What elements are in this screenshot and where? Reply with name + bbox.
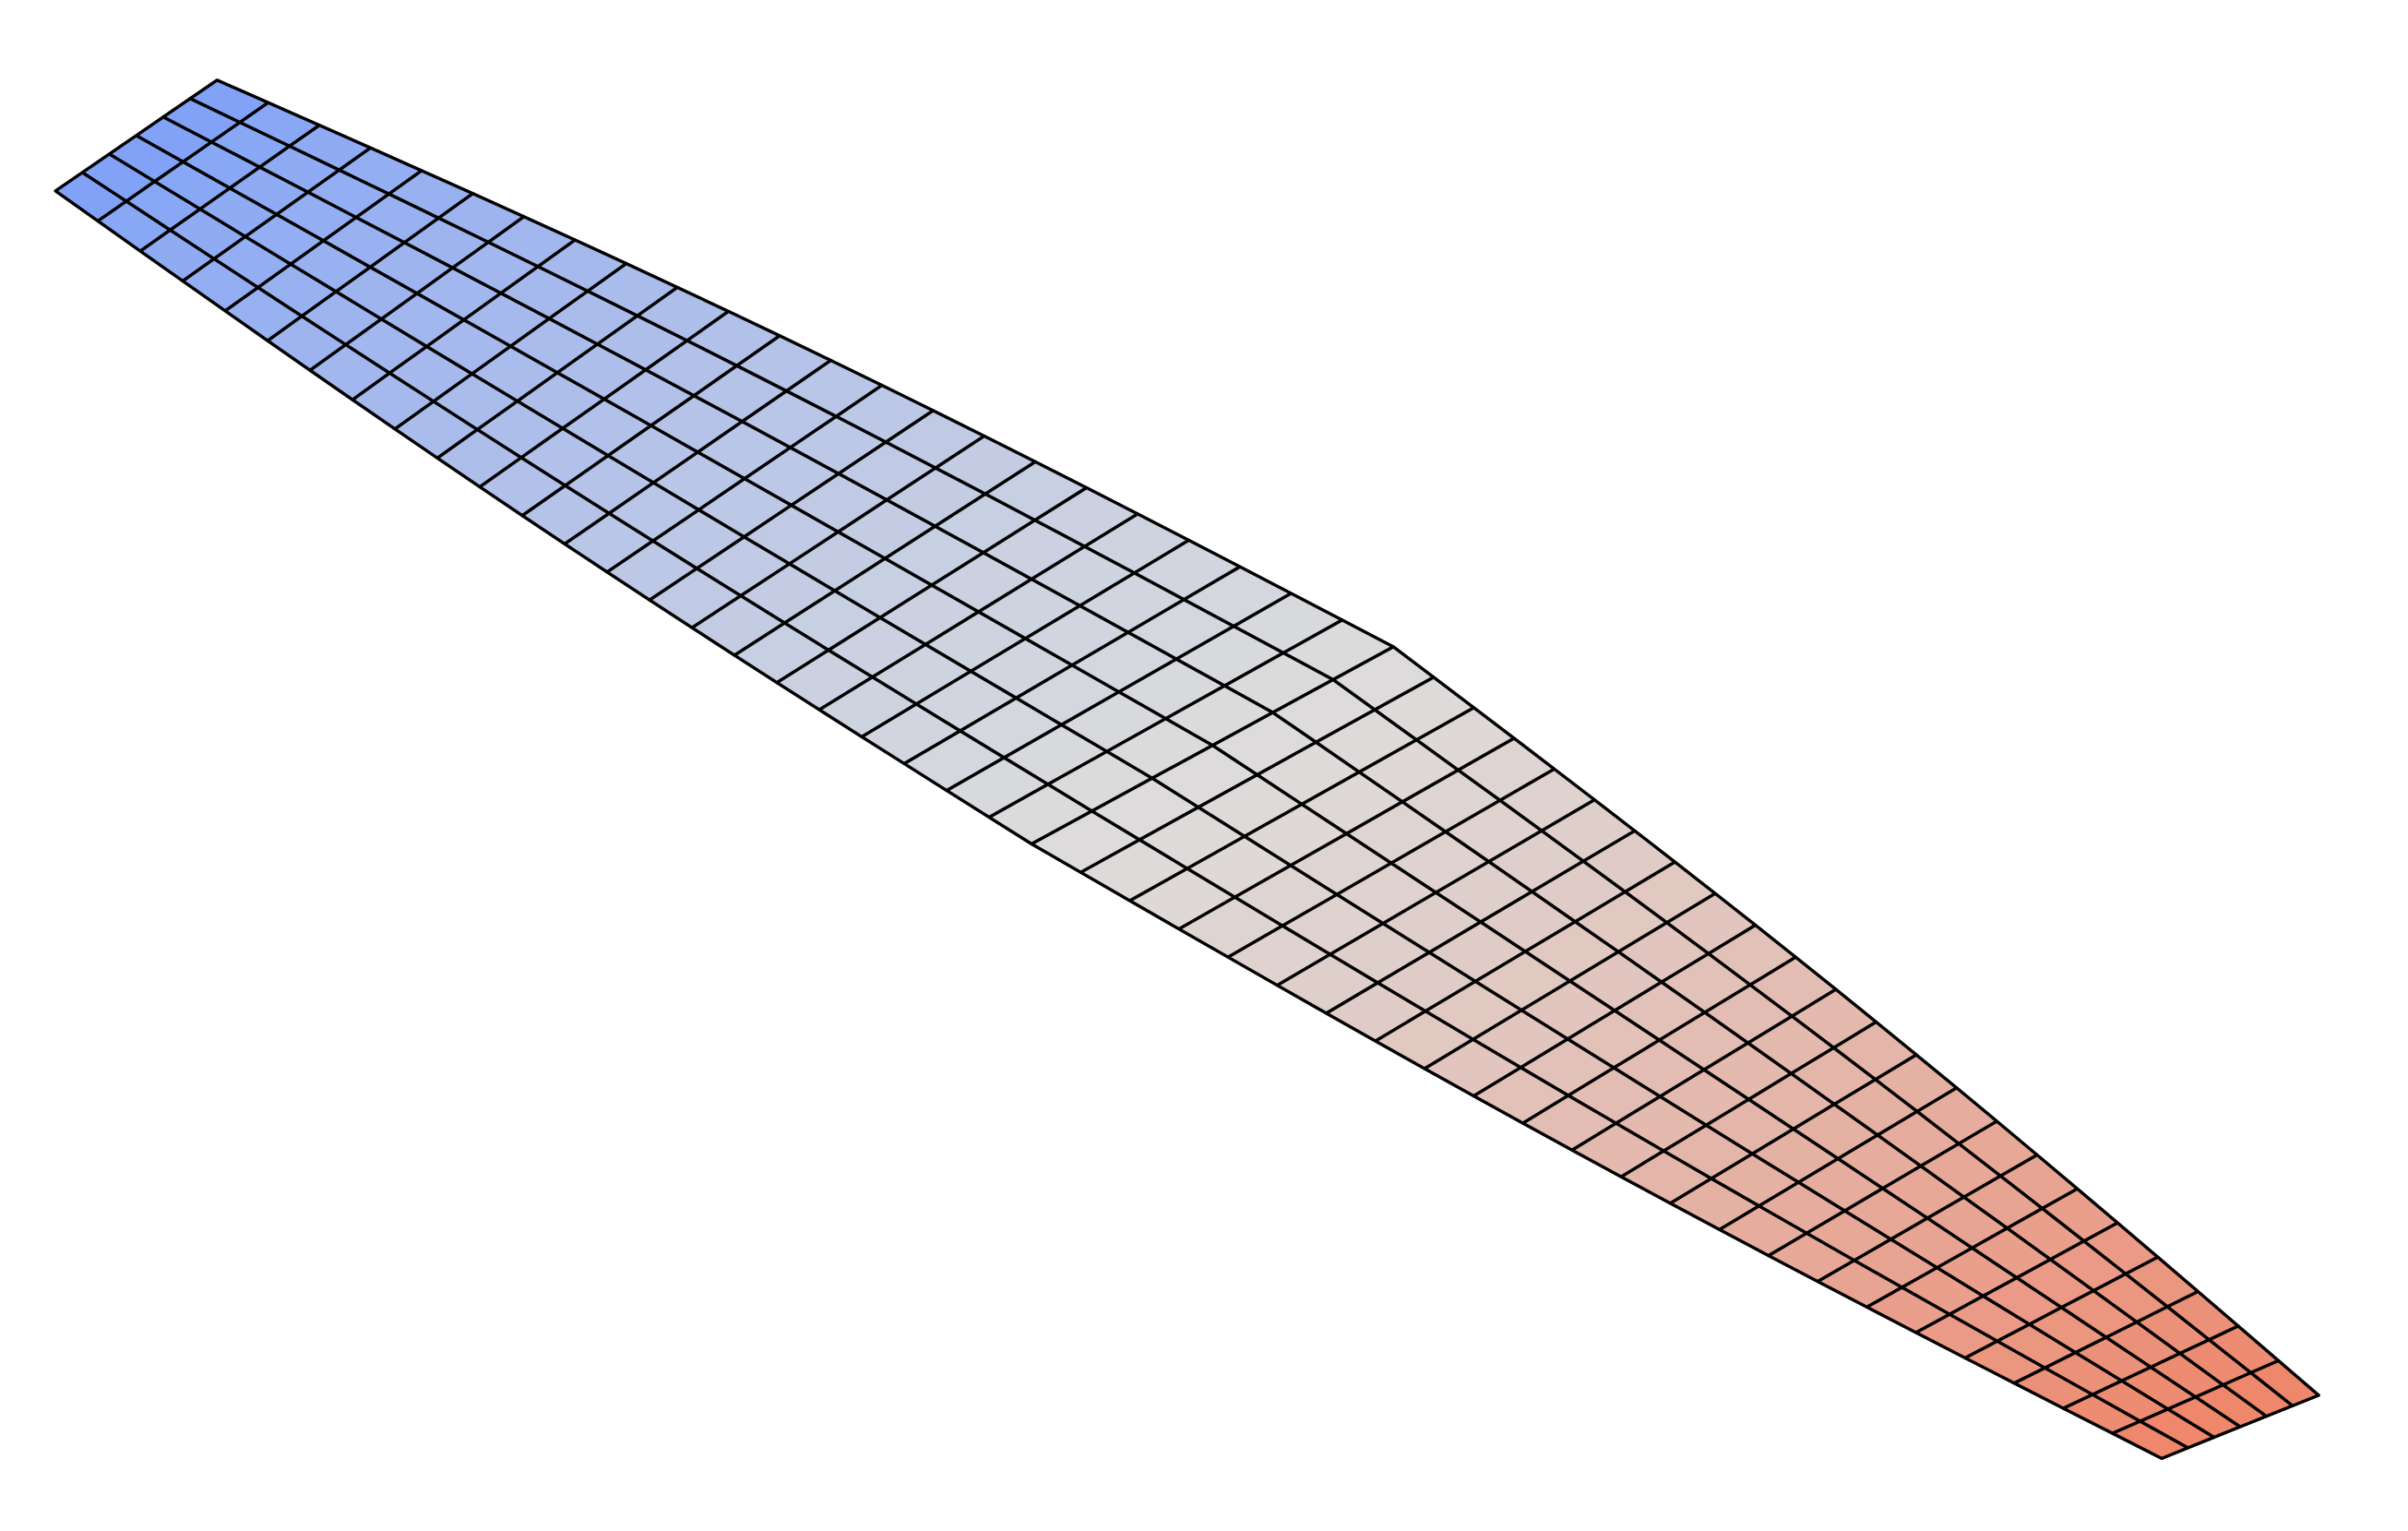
mesh-cells bbox=[54, 78, 2320, 1461]
mesh-cell bbox=[2110, 1419, 2190, 1461]
